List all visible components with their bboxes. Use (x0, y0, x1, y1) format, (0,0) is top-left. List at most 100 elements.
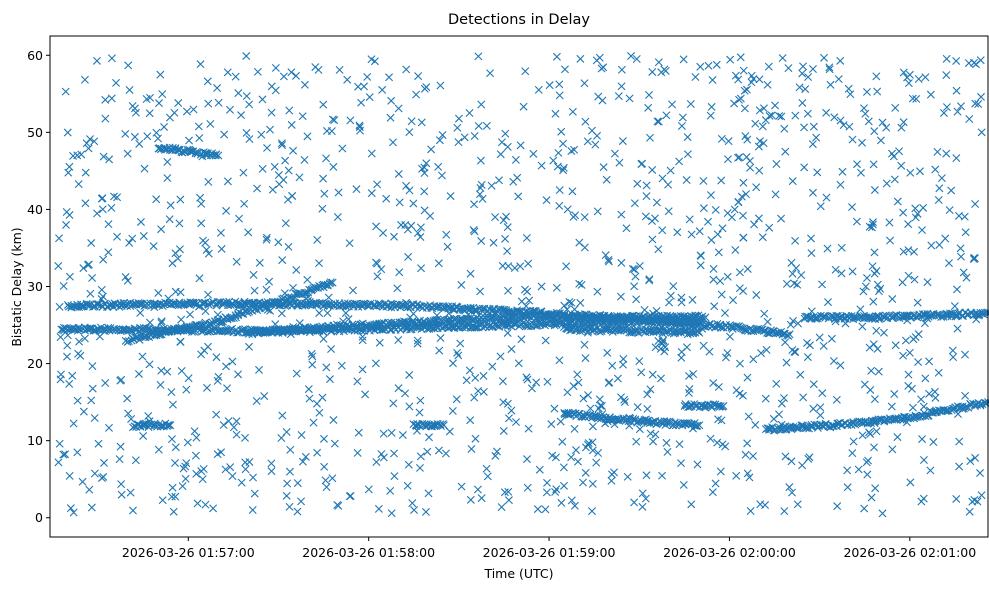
scatter-point (417, 118, 426, 127)
scatter-point (588, 422, 597, 431)
scatter-point (109, 192, 118, 201)
scatter-point (736, 94, 745, 103)
scatter-point (921, 412, 930, 421)
scatter-point (321, 476, 330, 485)
scatter-point (830, 113, 839, 122)
y-tick-label: 50 (27, 125, 43, 140)
scatter-point (739, 66, 748, 75)
scatter-point (949, 353, 958, 362)
scatter-point (482, 121, 491, 130)
scatter-point (860, 504, 869, 513)
scatter-point (284, 327, 293, 336)
scatter-point (65, 379, 74, 388)
scatter-point (971, 99, 980, 108)
scatter-point (86, 289, 95, 298)
scatter-point (454, 138, 463, 147)
scatter-point (154, 288, 163, 297)
scatter-point (819, 341, 828, 350)
scatter-point (836, 116, 845, 125)
scatter-point (749, 74, 758, 83)
scatter-point (152, 195, 161, 204)
scatter-point (704, 61, 713, 70)
scatter-point (69, 419, 78, 428)
scatter-point (274, 171, 283, 180)
scatter-point (372, 222, 381, 231)
scatter-point (718, 224, 727, 233)
scatter-point (579, 394, 588, 403)
scatter-point (139, 431, 148, 440)
scatter-point (839, 121, 848, 130)
scatter-point (925, 357, 934, 366)
scatter-point (66, 504, 75, 513)
scatter-point (282, 491, 291, 500)
scatter-point (228, 357, 237, 366)
scatter-point (931, 165, 940, 174)
scatter-point (212, 353, 221, 362)
scatter-point (189, 105, 198, 114)
scatter-point (116, 376, 125, 385)
scatter-point (292, 265, 301, 274)
scatter-point (961, 228, 970, 237)
scatter-point (686, 100, 695, 108)
scatter-point (554, 148, 563, 157)
scatter-point (266, 125, 275, 134)
scatter-point (829, 357, 838, 365)
scatter-point (625, 94, 634, 103)
scatter-point (467, 444, 476, 453)
scatter-point (229, 423, 238, 432)
scatter-point (244, 228, 253, 237)
scatter-point (283, 295, 292, 304)
scatter-point (166, 421, 175, 430)
scatter-point (393, 284, 402, 293)
scatter-point (914, 358, 923, 367)
scatter-point (510, 264, 519, 272)
scatter-point (527, 384, 536, 393)
scatter-point (389, 399, 398, 408)
scatter-point (470, 393, 479, 402)
scatter-point (785, 483, 794, 492)
scatter-point (167, 435, 176, 444)
scatter-point (876, 284, 885, 293)
y-tick-label: 20 (27, 356, 43, 371)
scatter-point (245, 342, 253, 351)
scatter-point (409, 199, 418, 208)
scatter-point (292, 71, 300, 80)
scatter-point (732, 386, 741, 395)
scatter-point (434, 446, 443, 455)
scatter-point (203, 77, 212, 86)
scatter-point (709, 400, 718, 409)
scatter-point (570, 424, 579, 433)
scatter-point (552, 485, 561, 494)
scatter-point (750, 220, 759, 229)
scatter-point (529, 149, 538, 158)
scatter-point (128, 506, 137, 515)
scatter-point (284, 293, 293, 302)
scatter-point (796, 370, 805, 379)
scatter-point (603, 348, 612, 357)
scatter-point (550, 321, 559, 330)
scatter-point (267, 108, 276, 117)
scatter-point (413, 339, 422, 348)
scatter-point (772, 159, 781, 168)
scatter-point (138, 352, 147, 361)
scatter-point (135, 139, 144, 148)
scatter-point (673, 228, 682, 237)
scatter-point (869, 297, 878, 306)
scatter-point (63, 352, 71, 361)
scatter-point (870, 248, 879, 257)
scatter-point (899, 118, 908, 127)
scatter-point (701, 313, 710, 322)
scatter-point (815, 333, 824, 342)
scatter-point (169, 507, 178, 516)
scatter-point (75, 337, 84, 346)
scatter-point (487, 181, 496, 190)
scatter-point (404, 460, 413, 469)
scatter-point (496, 352, 505, 361)
scatter-point (594, 404, 603, 413)
scatter-point (954, 309, 963, 318)
scatter-point (607, 470, 616, 479)
scatter-point (371, 359, 380, 368)
scatter-point (744, 412, 753, 421)
scatter-point (507, 345, 516, 354)
scatter-point (453, 123, 462, 132)
